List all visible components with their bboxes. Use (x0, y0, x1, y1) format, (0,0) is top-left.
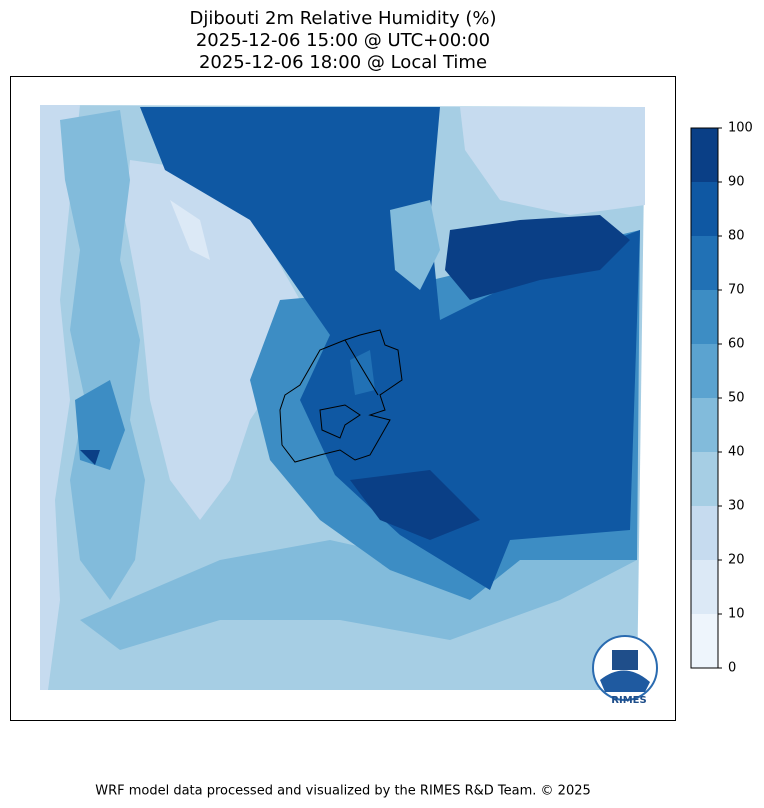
colorbar-tick-label: 90 (728, 175, 745, 190)
title-line: Djibouti 2m Relative Humidity (%) (190, 8, 497, 29)
colorbar-band (691, 236, 718, 290)
colorbar-band (691, 344, 718, 398)
colorbar-band (691, 128, 718, 182)
colorbar-tick-label: 100 (728, 121, 753, 136)
colorbar-band (691, 182, 718, 236)
colorbar-band (691, 452, 718, 506)
colorbar-band (691, 290, 718, 344)
logo-text: RIMES (611, 695, 646, 706)
colorbar-tick-label: 60 (728, 337, 745, 352)
humidity-field (40, 105, 645, 690)
colorbar-tick-label: 40 (728, 445, 745, 460)
colorbar-band (691, 614, 718, 668)
logo: RIMES (592, 635, 658, 706)
colorbar-tick-label: 80 (728, 229, 745, 244)
colorbar-tick-label: 30 (728, 499, 745, 514)
colorbar-tick-label: 70 (728, 283, 745, 298)
colorbar-tick-label: 20 (728, 553, 745, 568)
colorbar-tick-label: 0 (728, 661, 736, 676)
footer: WRF model data processed and visualized … (95, 784, 591, 799)
colorbar: 0 10 20 30 40 50 60 70 80 90 100 (690, 121, 753, 676)
map-frame (10, 76, 676, 721)
title-line: 2025-12-06 18:00 @ Local Time (199, 52, 487, 73)
colorbar-band (691, 560, 718, 614)
colorbar-band (691, 506, 718, 560)
country-boundary (279, 329, 403, 463)
title-line: 2025-12-06 15:00 @ UTC+00:00 (196, 30, 490, 51)
colorbar-band (691, 398, 718, 452)
colorbar-tick-label: 10 (728, 607, 745, 622)
colorbar-tick-label: 50 (728, 391, 745, 406)
